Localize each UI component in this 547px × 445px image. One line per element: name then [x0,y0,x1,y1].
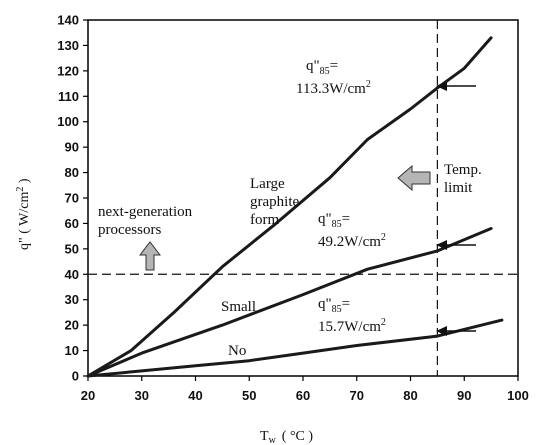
q85-small-arrow-icon [436,240,476,250]
y-tick-label: 0 [72,369,79,384]
x-tick-label: 90 [457,388,471,403]
y-tick-label: 90 [65,140,79,155]
plot-frame [87,19,519,377]
q85-no-arrow-icon [436,326,476,336]
up-arrow-icon [138,241,162,271]
next-generation-label: next-generation processors [98,204,196,238]
q85-small-label: q"85= [318,211,350,230]
temp-limit-label: Temp. limit [444,162,485,196]
large-graphite-label: Large graphite form [250,176,303,228]
y-tick-label: 110 [58,89,79,104]
y-tick-label: 70 [65,191,79,206]
y-axis-title: q" ( W/cm2 ) [15,178,32,250]
x-tick-label: 70 [350,388,364,403]
y-tick-label: 50 [65,241,79,256]
x-tick-label: 30 [135,388,149,403]
x-tick-label: 40 [188,388,202,403]
y-tick-label: 100 [57,114,79,129]
y-tick-label: 140 [57,13,79,28]
x-tick-label: 80 [403,388,417,403]
x-axis: 20 30 40 50 60 70 80 90 100 [81,376,529,403]
y-tick-label: 120 [57,63,79,78]
x-tick-label: 20 [81,388,95,403]
small-label: Small [221,299,256,315]
no-label: No [228,343,246,359]
q85-large-value: 113.3W/cm2 [296,79,371,97]
q85-large-arrow-icon [436,81,476,91]
y-tick-label: 80 [65,165,79,180]
q85-no-label: q"85= [318,296,350,315]
y-tick-label: 130 [57,38,79,53]
y-axis: 0 10 20 30 40 50 60 70 80 90 100 110 120 130 140 [57,13,88,384]
x-axis-title: Tw( °C ) [260,429,313,445]
x-tick-label: 50 [242,388,256,403]
x-tick-label: 60 [296,388,310,403]
y-tick-label: 10 [65,343,79,358]
q85-small-value: 49.2W/cm2 [318,232,386,250]
series-line-2 [86,318,504,378]
x-tick-label: 100 [507,388,529,403]
y-tick-label: 60 [65,216,79,231]
q85-large-label: q"85= [306,58,338,77]
q85-no-value: 15.7W/cm2 [318,317,386,335]
y-tick-label: 20 [65,318,79,333]
y-tick-label: 30 [65,292,79,307]
left-arrow-icon [397,164,431,192]
series-line-1 [86,227,493,378]
y-tick-label: 40 [65,267,79,282]
